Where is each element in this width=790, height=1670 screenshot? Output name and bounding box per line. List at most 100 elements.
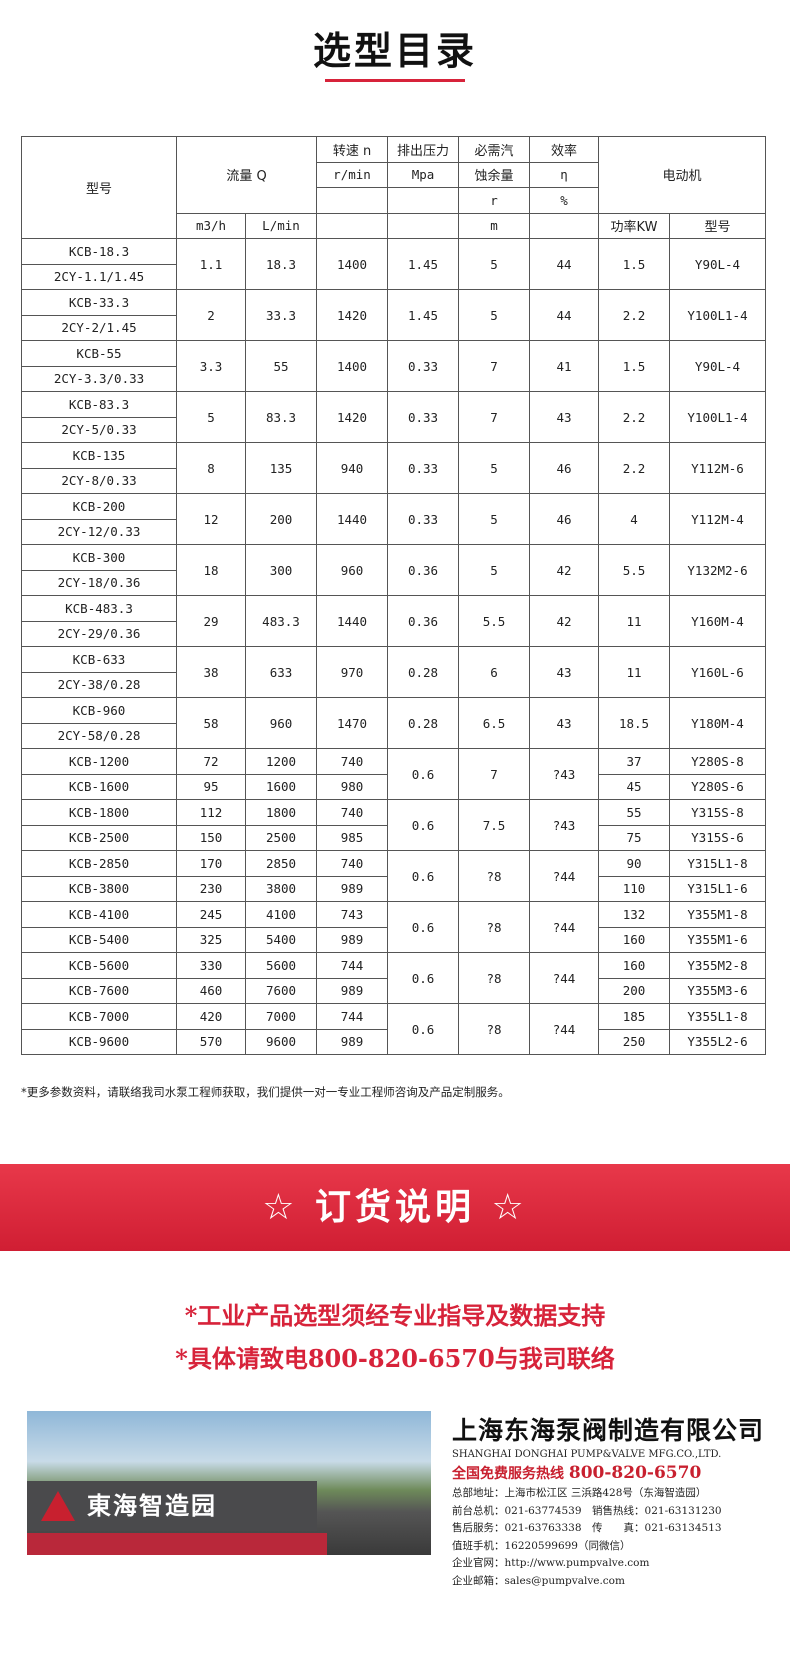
cell-mm: Y355L2-6	[668, 1028, 767, 1055]
header-flow-m3h: m3/h	[176, 212, 246, 239]
cell-n: 740	[316, 850, 388, 877]
cell-kw: 4	[598, 493, 670, 545]
cell-l: 633	[245, 646, 317, 698]
cell-mm: Y160M-4	[668, 595, 767, 647]
title-underline	[325, 79, 465, 82]
header-npsh-unit: m	[458, 212, 530, 239]
cell-l: 7600	[245, 977, 317, 1004]
empty-cell	[529, 212, 599, 239]
cell-l: 135	[245, 442, 317, 494]
cell-model-alt: 2CY-18/0.36	[21, 569, 177, 596]
header-eff-symbol: η	[529, 161, 599, 188]
cell-kw: 1.5	[598, 238, 670, 290]
cell-kw: 45	[598, 773, 670, 800]
cell-q: 570	[176, 1028, 246, 1055]
table-row: KCB-9600 570 9600 989 250 Y355L2-6	[21, 1028, 767, 1055]
header-row: r %	[22, 187, 766, 214]
cell-l: 1600	[245, 773, 317, 800]
cell-q: 29	[176, 595, 246, 647]
table-row: KCB-4100 245 4100 743 0.6 ?8 ?44 132 Y355M1-8	[21, 901, 767, 953]
table-row: 2CY-5/0.33	[21, 416, 766, 443]
contact-line: 值班手机：16220599699（同微信）	[452, 1539, 631, 1552]
cell-e: ?43	[529, 748, 599, 800]
cell-kw: 5.5	[598, 544, 670, 596]
cell-n: 740	[316, 748, 388, 775]
cell-l: 9600	[245, 1028, 317, 1055]
cell-r: 5	[458, 493, 530, 545]
table-row: 2CY-2/1.45	[21, 314, 766, 341]
cell-model: KCB-5600	[21, 952, 177, 979]
cell-mm: Y90L-4	[668, 238, 767, 290]
cell-model-alt: 2CY-2/1.45	[21, 314, 177, 341]
cell-model: KCB-3800	[21, 875, 177, 902]
header-pressure-unit: Mpa	[387, 161, 459, 188]
table-row: 2CY-3.3/0.33	[21, 365, 766, 392]
header-efficiency: 效率	[529, 136, 599, 163]
cell-l: 33.3	[245, 289, 317, 341]
cell-q: 8	[176, 442, 246, 494]
cell-l: 960	[245, 697, 317, 749]
cell-p: 0.36	[387, 544, 459, 596]
cell-model: KCB-135	[21, 442, 177, 469]
header-row: 型号 流量 Q 转速 n 排出压力 必需汽 效率 电动机	[21, 136, 767, 239]
cell-n: 940	[316, 442, 388, 494]
header-npsh: 必需汽	[458, 136, 530, 163]
table-row: KCB-300 18 300 960 0.36 5 42 5.5 Y132M2-6	[21, 544, 767, 596]
cell-model: KCB-2850	[21, 850, 177, 877]
table-row: KCB-200 12 200 1440 0.33 5 46 4 Y112M-4	[21, 493, 767, 545]
cell-r: 5	[458, 238, 530, 290]
cell-q: 150	[176, 824, 246, 851]
factory-sign: 東海智造园	[27, 1481, 317, 1531]
header-npsh-3: r	[458, 187, 530, 214]
cell-e: ?43	[529, 799, 599, 851]
cell-mm: Y315S-8	[668, 799, 767, 826]
cell-kw: 200	[598, 977, 670, 1004]
notice-line-1: *工业产品选型须经专业指导及数据支持	[184, 1301, 606, 1330]
table-row: KCB-18.3 1.1 18.3 1400 1.45 5 44 1.5 Y90L-4	[21, 238, 767, 290]
cell-kw: 2.2	[598, 289, 670, 341]
cell-n: 989	[316, 1028, 388, 1055]
cell-e: ?44	[529, 952, 599, 1004]
cell-q: 2	[176, 289, 246, 341]
table-row: KCB-7600 460 7600 989 200 Y355M3-6	[21, 977, 767, 1004]
cell-kw: 37	[598, 748, 670, 775]
cell-e: 46	[529, 493, 599, 545]
cell-mm: Y90L-4	[668, 340, 767, 392]
cell-l: 18.3	[245, 238, 317, 290]
cell-kw: 11	[598, 646, 670, 698]
cell-model: KCB-2500	[21, 824, 177, 851]
cell-model-alt: 2CY-12/0.33	[21, 518, 177, 545]
cell-mm: Y112M-4	[668, 493, 767, 545]
cell-n: 970	[316, 646, 388, 698]
cell-q: 38	[176, 646, 246, 698]
hotline-label: 全国免费服务热线	[452, 1466, 564, 1482]
header-speed: 转速 n	[316, 136, 388, 163]
cell-l: 1200	[245, 748, 317, 775]
cell-model-alt: 2CY-1.1/1.45	[21, 263, 177, 290]
cell-mm: Y355M2-8	[668, 952, 767, 979]
header-flow-lmin: L/min	[245, 212, 317, 239]
table-row: KCB-55 3.3 55 1400 0.33 7 41 1.5 Y90L-4	[21, 340, 767, 392]
cell-l: 483.3	[245, 595, 317, 647]
cell-n: 1420	[316, 391, 388, 443]
cell-mm: Y355M1-6	[668, 926, 767, 953]
cell-q: 72	[176, 748, 246, 775]
cell-mm: Y160L-6	[668, 646, 767, 698]
cell-mm: Y100L1-4	[668, 289, 767, 341]
empty-cell	[316, 212, 388, 239]
cell-model-alt: 2CY-5/0.33	[21, 416, 177, 443]
cell-l: 4100	[245, 901, 317, 928]
table-row: KCB-3800 230 3800 989 110 Y315L1-6	[21, 875, 767, 902]
header-speed-unit: r/min	[316, 161, 388, 188]
cell-model: KCB-55	[21, 340, 177, 367]
cell-model-alt: 2CY-38/0.28	[21, 671, 177, 698]
cell-model: KCB-5400	[21, 926, 177, 953]
hotline: 全国免费服务热线 800-820-6570	[452, 1463, 782, 1483]
cell-model-alt: 2CY-58/0.28	[21, 722, 177, 749]
contact-line: 总部地址：上海市松江区 三浜路428号（东海智造园）	[452, 1487, 707, 1499]
contact-line: 企业邮箱：sales@pumpvalve.com	[452, 1574, 625, 1587]
cell-model: KCB-33.3	[21, 289, 177, 316]
cell-q: 18	[176, 544, 246, 596]
cell-mm: Y355M1-8	[668, 901, 767, 928]
table-row: KCB-483.3 29 483.3 1440 0.36 5.5 42 11 Y160M-4	[21, 595, 767, 647]
